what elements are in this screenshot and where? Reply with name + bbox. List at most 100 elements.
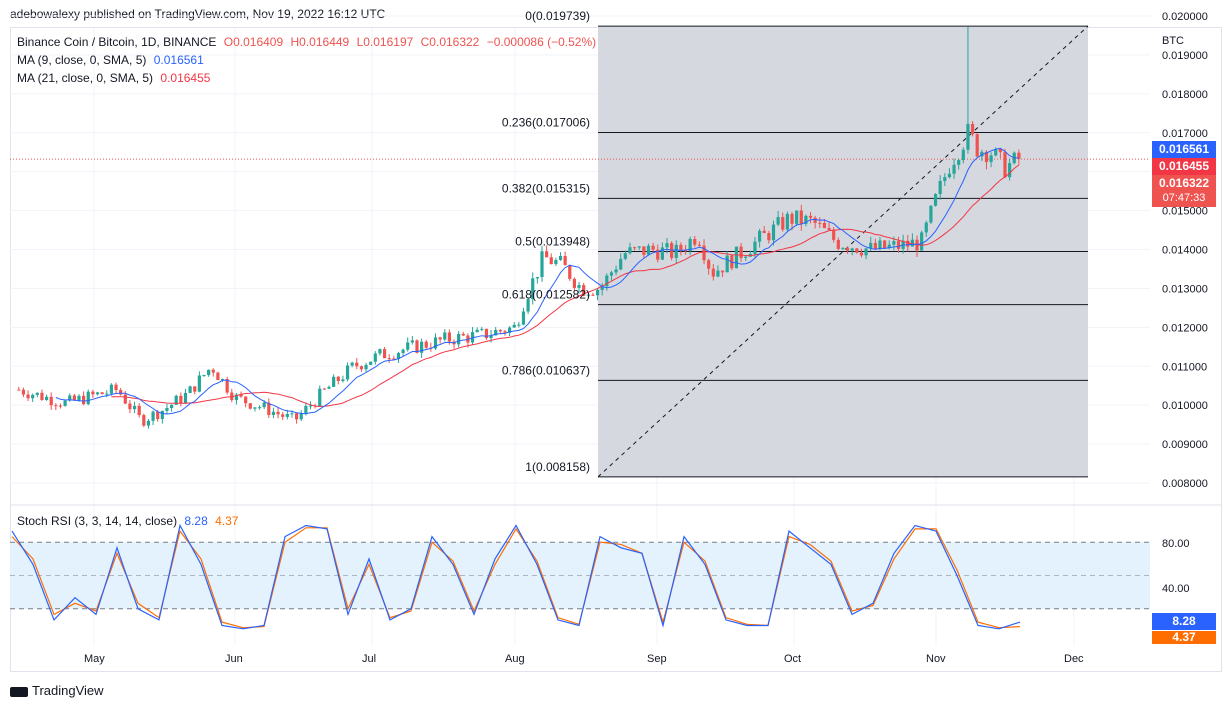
candle-down: [896, 241, 901, 249]
candle-up: [920, 232, 924, 251]
legend-ma9-row[interactable]: MA (9, close, 0, SMA, 5) 0.016561: [17, 53, 208, 67]
candle-up: [290, 413, 294, 415]
legend-rsi-row[interactable]: Stoch RSI (3, 3, 14, 14, close) 8.28 4.3…: [17, 514, 242, 528]
candle-down: [276, 411, 280, 415]
candle-up: [364, 364, 368, 370]
legend-ma21-row[interactable]: MA (21, close, 0, SMA, 5) 0.016455: [17, 71, 214, 85]
candles[interactable]: [17, 26, 1021, 429]
badge-last-price: 0.016322: [1152, 175, 1216, 192]
price-tick-label: 0.020000: [1162, 11, 1208, 23]
price-axis[interactable]: 0.0200000.0190000.0180000.0170000.016000…: [1162, 11, 1208, 490]
candle-down: [975, 134, 979, 157]
candle-down: [461, 333, 465, 336]
time-tick-label: Jun: [225, 653, 243, 665]
candle-down: [156, 411, 160, 420]
candle-up: [947, 173, 952, 178]
tradingview-logo-text: TradingView: [32, 683, 104, 698]
candle-up: [420, 341, 424, 353]
candle-down: [49, 396, 53, 406]
candle-down: [873, 242, 877, 249]
fib-levels: [598, 25, 1088, 478]
candle-up: [165, 408, 169, 411]
price-tick-label: 0.013000: [1162, 283, 1208, 295]
fib-level-label: 0.382(0.015315): [502, 181, 590, 195]
candle-down: [767, 233, 771, 241]
candle-down: [322, 388, 326, 390]
candle-up: [850, 248, 854, 251]
candle-down: [572, 278, 576, 288]
candle-up: [725, 255, 729, 273]
candle-down: [582, 285, 586, 296]
candle-up: [151, 411, 155, 421]
fib-level-label: 0(0.019739): [525, 9, 590, 23]
candle-down: [679, 244, 683, 251]
fib-trend-line[interactable]: [597, 25, 1089, 478]
candle-down: [392, 358, 396, 360]
candle-down: [415, 340, 419, 353]
tradingview-logo-icon: [10, 686, 28, 697]
legend-rsi-label: Stoch RSI (3, 3, 14, 14, close): [17, 514, 178, 528]
candle-up: [841, 248, 845, 250]
badge-rsi-d: 4.37: [1152, 631, 1216, 644]
candle-up: [146, 420, 151, 426]
legend-low: L0.016197: [356, 35, 414, 49]
time-tick-label: Jul: [362, 653, 376, 665]
candle-up: [183, 392, 188, 404]
legend-symbol[interactable]: Binance Coin / Bitcoin, 1D, BINANCE: [17, 35, 217, 49]
candle-down: [651, 245, 655, 250]
fib-level-label: 1(0.008158): [525, 460, 590, 474]
candle-down: [193, 386, 197, 392]
candle-up: [299, 413, 303, 420]
fib-level-label: 0.618(0.012582): [502, 288, 590, 302]
candle-up: [637, 246, 641, 248]
candle-up: [77, 395, 81, 401]
candle-down: [563, 255, 567, 266]
price-tick-label: 0.018000: [1162, 89, 1208, 101]
candle-up: [758, 230, 762, 242]
candle-down: [1003, 152, 1007, 178]
candle-up: [31, 394, 35, 399]
candle-down: [832, 229, 836, 240]
candle-down: [336, 376, 340, 382]
candle-up: [95, 392, 100, 395]
candle-up: [401, 349, 405, 354]
candle-up: [776, 217, 780, 225]
price-tick-label: 0.010000: [1162, 400, 1208, 412]
candle-up: [86, 391, 90, 405]
candle-down: [54, 405, 58, 407]
candle-up: [332, 376, 336, 387]
publish-line: adebowalexy published on TradingView.com…: [10, 7, 386, 21]
candle-up: [396, 353, 401, 360]
candle-down: [498, 329, 502, 332]
candle-up: [132, 405, 137, 410]
candle-down: [808, 215, 813, 218]
candle-up: [512, 324, 516, 328]
candle-down: [707, 260, 711, 269]
time-axis[interactable]: May Jun Jul Aug Sep Oct Nov Dec: [84, 653, 1084, 665]
time-tick-label: May: [84, 653, 105, 665]
legend-symbol-row: Binance Coin / Bitcoin, 1D, BINANCE O0.0…: [17, 35, 600, 49]
candle-down: [359, 366, 364, 370]
candle-down: [813, 217, 817, 223]
candle-up: [864, 248, 868, 256]
candle-down: [656, 249, 660, 260]
rsi-tick-40: 40.00: [1162, 583, 1190, 595]
candle-down: [970, 123, 975, 135]
candle-up: [535, 277, 539, 279]
candle-down: [438, 337, 442, 340]
candle-up: [558, 255, 563, 260]
legend-rsi-k: 8.28: [184, 514, 208, 528]
candle-down: [822, 222, 827, 229]
candle-down: [984, 151, 989, 163]
candle-up: [989, 155, 993, 163]
tradingview-logo[interactable]: TradingView: [10, 683, 104, 698]
candle-up: [174, 395, 178, 405]
candle-up: [609, 272, 614, 276]
rsi-tick-80: 80.00: [1162, 538, 1190, 550]
candle-up: [961, 149, 965, 161]
legend-ma9-value: 0.016561: [153, 53, 204, 67]
candle-down: [711, 268, 715, 277]
candle-up: [373, 353, 377, 362]
price-tick-label: 0.015000: [1162, 206, 1208, 218]
